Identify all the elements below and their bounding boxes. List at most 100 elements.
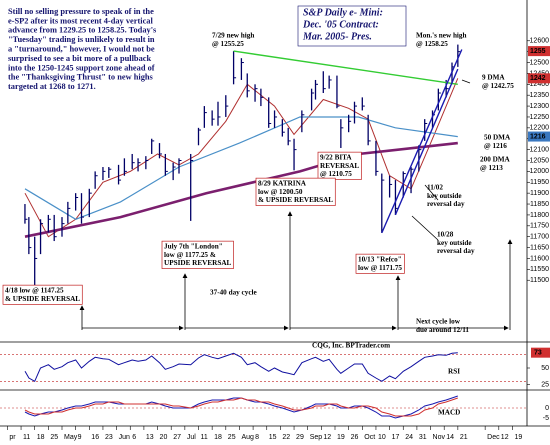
annotation: & UPSIDE REVERSAL: [258, 196, 333, 204]
x-tick-label: Dec: [487, 434, 500, 441]
x-tick-label: 9: [78, 434, 82, 441]
price-marker-label: 1255: [530, 48, 546, 55]
x-tick-label: Oct: [364, 434, 375, 441]
frame: [0, 0, 550, 427]
annotation: 4/18 low @ 1147.25: [5, 287, 64, 295]
macd-line: [24, 397, 458, 417]
x-tick-label: 25: [50, 434, 58, 441]
x-tick-label: 25: [228, 434, 236, 441]
y-tick-label: 11800: [530, 212, 549, 219]
annotation: UPSIDE REVERSAL: [164, 259, 232, 267]
y-tick-label: 11500: [530, 277, 549, 284]
annotation: 8/29 KATRINA: [258, 180, 307, 188]
x-tick-label: 18: [214, 434, 222, 441]
annotation: 9/22 BITA: [320, 154, 352, 162]
y-tick-label: 12250: [530, 114, 550, 121]
title-box: [297, 5, 407, 47]
y-tick-label: 11700: [530, 234, 549, 241]
x-tick-label: 18: [37, 434, 45, 441]
price-marker-label: 1242: [530, 75, 546, 82]
x-tick-label: 19: [514, 434, 522, 441]
panel-title: MACD: [438, 409, 460, 417]
x-tick-label: 12: [323, 434, 331, 441]
trendline: [394, 68, 459, 216]
annotation: @ 1210.75: [320, 170, 352, 178]
x-tick-label: 8: [255, 434, 259, 441]
rsi-marker-label: 73: [534, 350, 542, 357]
commentary: into the 1250-1245 support zone ahead of: [8, 63, 155, 72]
annotation: 200 DMA: [480, 156, 511, 164]
y-tick-label: 12200: [530, 125, 550, 132]
y-tick-label: 12050: [530, 157, 550, 164]
leader: [411, 215, 439, 241]
y-tick-label: 12350: [530, 92, 550, 99]
source: CQG, Inc. BPTrader.com: [312, 342, 390, 350]
chart-title: Mar. 2005- Pres.: [302, 31, 372, 42]
annotation: 50 DMA: [484, 134, 511, 142]
x-tick-label: 17: [392, 434, 400, 441]
y-tick-label: 11600: [530, 255, 549, 262]
commentary: e-SP2 after its most recent 4-day vertic…: [8, 16, 153, 25]
x-tick-label: 15: [269, 434, 277, 441]
y-tick-label: -5: [543, 415, 549, 422]
y-tick-label: 25: [541, 382, 549, 389]
rsi-line: [24, 352, 458, 383]
x-tick-label: 13: [146, 434, 154, 441]
annotation: reversal day: [437, 247, 475, 255]
commentary: "Tuesday" trading is unlikely to result …: [8, 35, 155, 44]
x-tick-label: 23: [105, 434, 113, 441]
x-tick-label: 19: [337, 434, 345, 441]
y-tick-label: 50: [541, 365, 549, 372]
commentary: a "turnaround," however, I would not be: [8, 45, 155, 54]
commentary: targeted at 1268 to 1271.: [8, 82, 96, 91]
y-tick-label: 11750: [530, 223, 549, 230]
y-tick-label: 12500: [530, 59, 550, 66]
price-marker-label: 1216: [530, 133, 546, 140]
chart-title: S&P Daily e- Mini:: [303, 7, 383, 18]
x-tick-label: 24: [405, 434, 413, 441]
leader: [424, 184, 439, 201]
annotation-box: [161, 240, 234, 269]
y-tick-label: 12000: [530, 168, 550, 175]
y-tick-label: 12400: [530, 81, 550, 88]
x-tick-label: Jul: [187, 434, 196, 441]
y-tick-label: 11650: [530, 244, 549, 251]
annotation-box: [255, 177, 336, 206]
annotation: reversal day: [427, 200, 465, 208]
moving-average: [24, 116, 458, 220]
x-tick-label: 29: [296, 434, 304, 441]
annotation: 9 DMA: [482, 74, 505, 82]
y-tick-label: 12600: [530, 38, 550, 45]
annotation: 11/02: [427, 184, 443, 192]
annotation-box: [317, 151, 362, 180]
trendline: [381, 49, 463, 234]
x-tick-label: Sep: [310, 434, 323, 441]
leader: [461, 79, 471, 84]
annotation-box: [2, 284, 83, 305]
trendline: [233, 50, 458, 85]
annotation: & UPSIDE REVERSAL: [5, 295, 80, 303]
x-tick-label: 16: [91, 434, 99, 441]
chart-title: Dec. '05 Contract:: [302, 19, 379, 30]
annotation: @ 1242.75: [482, 82, 514, 90]
x-tick-label: 31: [419, 434, 427, 441]
cycle-arrows: [79, 79, 513, 331]
rsi-marker: [531, 347, 550, 358]
x-tick-label: 11: [23, 434, 30, 441]
x-tick-label: Nov: [433, 434, 446, 441]
x-tick-label: Aug: [241, 434, 254, 441]
y-tick-label: 11550: [530, 266, 549, 273]
annotation: 37-40 day cycle: [210, 289, 257, 297]
y-tick-label: 12300: [530, 103, 550, 110]
annotation: July 7th "London": [164, 243, 223, 251]
x-tick-label: 12: [501, 434, 509, 441]
x-tick-label: 6: [132, 434, 136, 441]
x-tick-label: 20: [160, 434, 168, 441]
price-marker: [528, 73, 550, 84]
x-tick-label: 22: [282, 434, 290, 441]
annotation: due around 12/11: [416, 326, 469, 334]
annotation: 10/28: [437, 231, 454, 239]
x-tick-label: 26: [351, 434, 359, 441]
